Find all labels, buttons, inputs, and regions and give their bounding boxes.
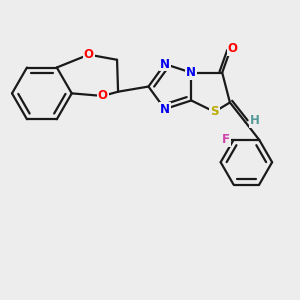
Text: F: F xyxy=(222,134,230,146)
Text: O: O xyxy=(227,42,238,55)
Text: O: O xyxy=(84,48,94,61)
Text: O: O xyxy=(98,89,108,102)
Text: N: N xyxy=(186,66,196,79)
Text: N: N xyxy=(160,58,170,70)
Text: H: H xyxy=(250,114,260,127)
Text: S: S xyxy=(210,105,219,118)
Text: N: N xyxy=(160,103,170,116)
